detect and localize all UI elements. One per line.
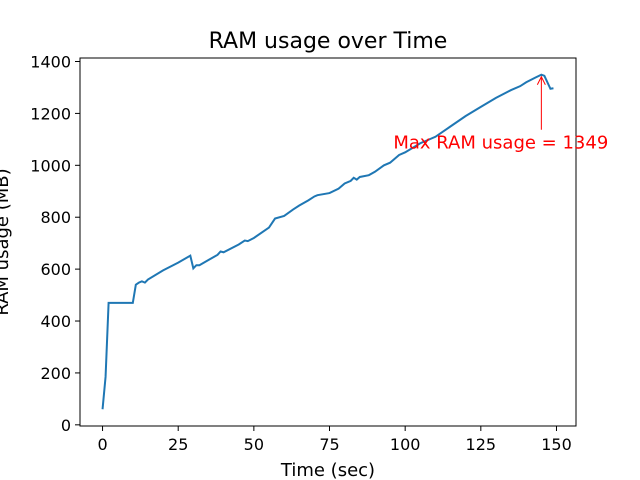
y-tick-label: 800 — [40, 208, 71, 227]
y-tick-label: 1400 — [30, 53, 71, 72]
y-tick-label: 600 — [40, 260, 71, 279]
x-tick-label: 50 — [244, 435, 264, 454]
x-tick-label: 150 — [541, 435, 572, 454]
y-tick-label: 400 — [40, 312, 71, 331]
x-tick-label: 125 — [466, 435, 497, 454]
plot-frame — [79, 57, 577, 427]
y-tick-label: 1200 — [30, 104, 71, 123]
chart-title: RAM usage over Time — [209, 29, 448, 54]
x-axis-label: Time (sec) — [280, 460, 375, 480]
y-axis-label: RAM usage (MB) — [0, 168, 13, 315]
x-tick-label: 75 — [319, 435, 339, 454]
y-tick-label: 200 — [40, 364, 71, 383]
annotation-text: Max RAM usage = 1349 — [393, 133, 608, 154]
x-tick-label: 25 — [168, 435, 188, 454]
y-tick-label: 0 — [61, 416, 71, 435]
x-tick-label: 100 — [390, 435, 421, 454]
x-tick-label: 0 — [97, 435, 107, 454]
y-tick-label: 1000 — [30, 156, 71, 175]
data-line — [101, 73, 554, 410]
annotation-arrowhead — [536, 75, 546, 85]
